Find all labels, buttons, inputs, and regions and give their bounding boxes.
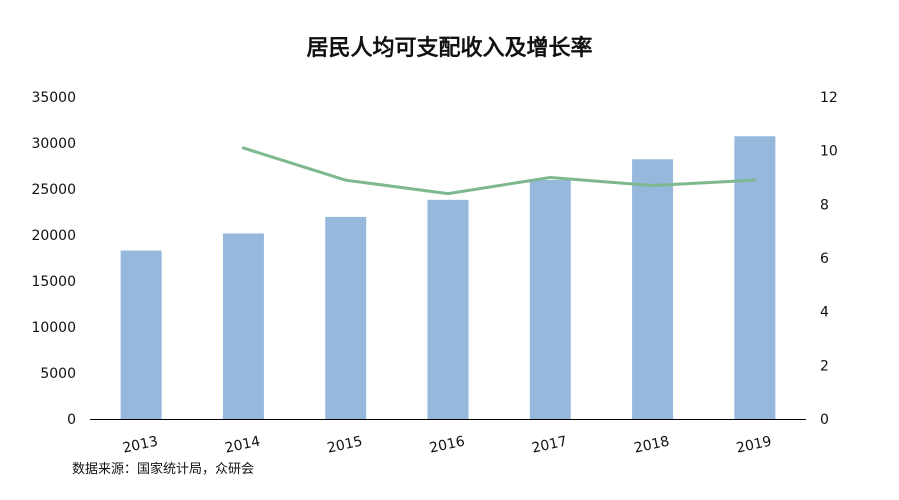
y-left-tick-label: 5000: [40, 366, 76, 382]
line-point: [753, 178, 757, 182]
y-left-tick-label: 35000: [31, 90, 76, 106]
y-right-tick-label: 4: [820, 305, 829, 321]
y-right-tick-label: 6: [820, 251, 829, 267]
y-right-tick-label: 8: [820, 197, 829, 213]
growth-rate-line: [241, 146, 757, 196]
bar: [734, 136, 776, 419]
x-tick-label: 2013: [121, 434, 159, 457]
bar: [222, 233, 264, 419]
y-right-tick-label: 0: [820, 412, 829, 428]
x-tick-label: 2014: [224, 434, 262, 457]
y-left-tick-label: 0: [67, 412, 76, 428]
bar: [529, 180, 571, 419]
y-right-tick-label: 2: [820, 358, 829, 374]
y-left-tick-label: 15000: [31, 274, 76, 290]
y-left-tick-label: 20000: [31, 228, 76, 244]
line-point: [344, 178, 348, 182]
x-tick-label: 2015: [326, 434, 364, 457]
line-point: [651, 184, 655, 188]
line-point: [548, 176, 552, 179]
line-point: [446, 192, 450, 196]
y-right-tick-label: 12: [820, 90, 838, 106]
bar: [427, 199, 469, 419]
x-tick-label: 2016: [428, 434, 466, 457]
x-tick-label: 2017: [530, 434, 568, 457]
y-left-tick-label: 25000: [31, 182, 76, 198]
data-source-note: 数据来源：国家统计局，众研会: [72, 462, 255, 477]
chart-title: 居民人均可支配收入及增长率: [306, 36, 593, 61]
bar: [632, 159, 674, 419]
x-tick-label: 2018: [633, 434, 671, 457]
y-right-tick-label: 10: [820, 144, 838, 160]
bar: [120, 250, 162, 419]
x-tick-label: 2019: [735, 434, 773, 457]
line-point: [241, 146, 245, 150]
y-left-tick-label: 30000: [31, 136, 76, 152]
y-left-tick-label: 10000: [31, 320, 76, 336]
bar: [325, 216, 367, 419]
